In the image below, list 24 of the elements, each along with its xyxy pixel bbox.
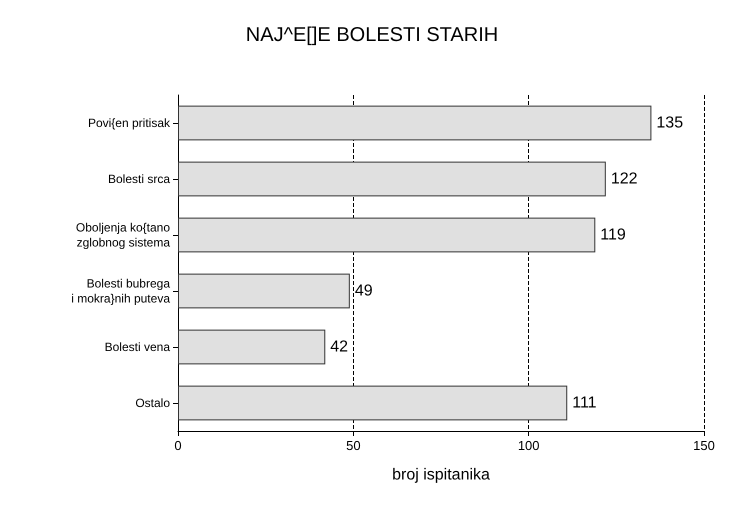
bar (178, 274, 350, 308)
x-tick-label: 100 (518, 438, 540, 453)
bar (178, 162, 606, 196)
data-label: 49 (354, 282, 373, 300)
y-tick-label: Ostalo (135, 396, 170, 410)
y-tick-label: Bolesti bubrega i mokra}nih puteva (71, 276, 170, 306)
y-tick-label: Bolesti srca (108, 172, 170, 186)
data-label: 119 (600, 226, 626, 244)
data-label: 122 (610, 170, 638, 188)
bar (178, 330, 326, 364)
x-tick-label: 150 (693, 438, 715, 453)
x-tick-label: 0 (174, 438, 182, 453)
y-tick-label: Oboljenja ko{tano zglobnog sistema (76, 220, 170, 250)
bar (178, 386, 568, 420)
x-axis-title: broj ispitanika (392, 466, 490, 484)
bar (178, 218, 596, 252)
data-label: 42 (330, 338, 348, 356)
x-tick-label: 50 (346, 438, 361, 453)
data-label: 135 (656, 114, 684, 132)
bar (178, 106, 652, 140)
chart-title: NAJ^E[]E BOLESTI STARIH (246, 24, 498, 46)
data-label: 111 (572, 394, 597, 412)
y-tick-label: Bolesti vena (104, 340, 170, 354)
y-tick-label: Povi{en pritisak (88, 116, 171, 130)
